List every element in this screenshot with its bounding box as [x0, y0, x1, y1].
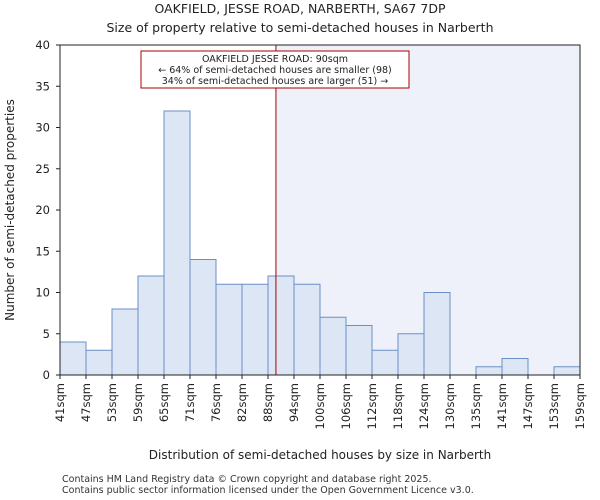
- y-tick-label: 15: [35, 244, 50, 258]
- x-tick-label: 94sqm: [287, 383, 301, 422]
- x-tick-label: 59sqm: [131, 383, 145, 422]
- y-tick-label: 5: [43, 327, 50, 341]
- x-tick-label: 47sqm: [79, 383, 93, 422]
- footer-line-1: Contains HM Land Registry data © Crown c…: [62, 474, 432, 485]
- bar: [267, 275, 295, 376]
- x-tick-label: 53sqm: [105, 383, 119, 422]
- bar: [475, 366, 503, 376]
- bar: [85, 349, 113, 376]
- x-tick-label: 82sqm: [235, 383, 249, 422]
- x-tick-label: 65sqm: [157, 383, 171, 422]
- x-axis-label: Distribution of semi-detached houses by …: [149, 448, 491, 462]
- bar: [189, 259, 217, 376]
- x-tick-label: 106sqm: [339, 383, 353, 429]
- chart-subtitle: Size of property relative to semi-detach…: [106, 20, 494, 35]
- x-tick-label: 153sqm: [547, 383, 561, 429]
- y-tick-label: 0: [43, 368, 50, 382]
- y-tick-label: 20: [35, 203, 50, 217]
- y-axis-label: Number of semi-detached properties: [3, 99, 17, 321]
- bar: [397, 333, 425, 376]
- bar: [501, 358, 529, 376]
- bar: [111, 308, 139, 376]
- x-tick-label: 41sqm: [53, 383, 67, 422]
- chart-title: OAKFIELD, JESSE ROAD, NARBERTH, SA67 7DP: [154, 1, 446, 16]
- bar: [163, 110, 191, 376]
- y-tick-label: 25: [35, 162, 50, 176]
- bar: [137, 275, 165, 376]
- y-tick-label: 30: [35, 121, 50, 135]
- x-tick-label: 76sqm: [209, 383, 223, 422]
- annotation-line: 34% of semi-detached houses are larger (…: [162, 76, 389, 87]
- annotation-box: [140, 50, 410, 89]
- x-tick-label: 100sqm: [313, 383, 327, 429]
- x-tick-label: 141sqm: [495, 383, 509, 429]
- bar: [371, 349, 399, 376]
- x-tick-label: 159sqm: [573, 383, 587, 429]
- x-tick-label: 130sqm: [443, 383, 457, 429]
- bar: [423, 292, 451, 376]
- x-tick-label: 147sqm: [521, 383, 535, 429]
- y-tick-label: 35: [35, 79, 50, 93]
- bar: [553, 366, 581, 376]
- annotation-line: ← 64% of semi-detached houses are smalle…: [158, 65, 392, 76]
- bar: [319, 316, 347, 376]
- footer-line-2: Contains public sector information licen…: [62, 485, 474, 496]
- bar: [293, 283, 321, 376]
- x-tick-label: 88sqm: [261, 383, 275, 422]
- y-tick-label: 10: [35, 286, 50, 300]
- x-tick-label: 71sqm: [183, 383, 197, 422]
- bar: [215, 283, 243, 376]
- bar: [345, 325, 373, 376]
- bar: [59, 341, 87, 376]
- annotation-line: OAKFIELD JESSE ROAD: 90sqm: [202, 54, 348, 65]
- bar: [241, 283, 269, 376]
- x-tick-label: 135sqm: [469, 383, 483, 429]
- y-tick-label: 40: [35, 38, 50, 52]
- x-tick-label: 124sqm: [417, 383, 431, 429]
- x-tick-label: 118sqm: [391, 383, 405, 429]
- x-tick-label: 112sqm: [365, 383, 379, 429]
